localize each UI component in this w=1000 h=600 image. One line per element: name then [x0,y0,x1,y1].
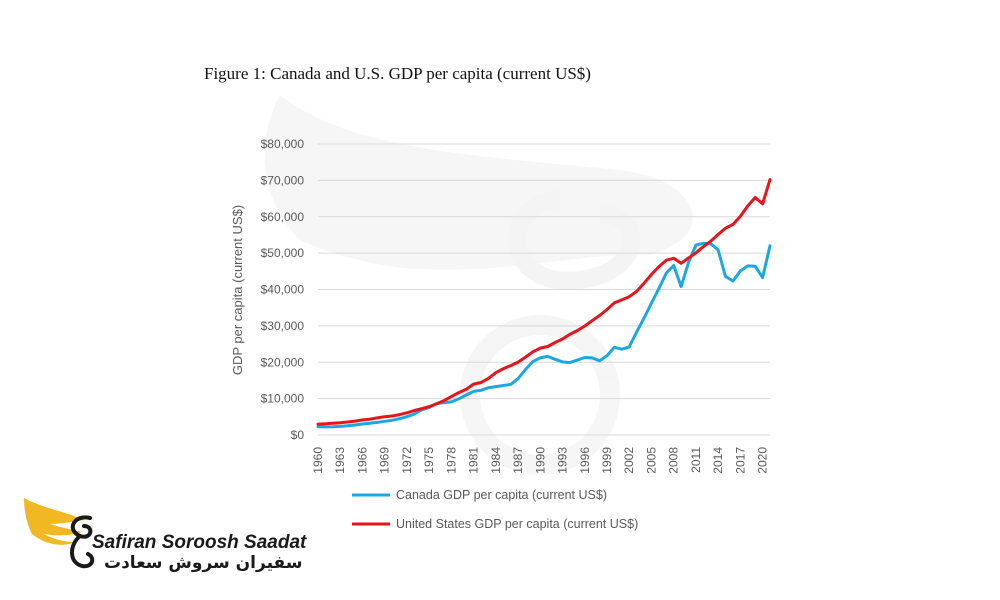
chart-title: Figure 1: Canada and U.S. GDP per capita… [204,64,591,83]
x-tick-label: 1996 [578,447,592,474]
series-lines [316,178,772,429]
company-logo: Safiran Soroosh Saadat سفیران سروش سعادت [22,490,306,580]
y-tick-label: $20,000 [261,355,305,369]
y-tick-label: $10,000 [261,392,305,406]
x-tick-label: 2014 [711,447,725,474]
y-tick-label: $70,000 [261,173,305,187]
x-tick-label: 1981 [467,447,481,474]
x-axis-ticks: 1960 1963 1966 1969 1972 1975 1978 1981 1984 1987… [311,447,770,474]
watermark-ring-shape [460,315,620,475]
watermark-wing-graphic [264,95,693,475]
y-tick-label: $0 [291,428,305,442]
logo-wing-shape [24,498,84,545]
x-tick-label: 2020 [756,447,770,474]
x-tick-label: 1960 [311,447,325,474]
logo-farsi-text: سفیران سروش سعادت [104,553,303,573]
x-tick-label: 1987 [511,447,525,474]
logo-swirl-shape [70,515,95,569]
x-tick-label: 1963 [333,447,347,474]
x-tick-label: 1984 [489,447,503,474]
legend-label: United States GDP per capita (current US… [396,517,638,531]
series-line [316,178,772,426]
y-axis-ticks: $0 $10,000 $20,000 $30,000 $40,000 $50,000 $60… [261,137,305,442]
x-tick-label: 1993 [556,447,570,474]
series-line [316,241,772,429]
y-tick-label: $80,000 [261,137,305,151]
x-tick-label: 2011 [689,447,703,473]
watermark-wing-shape [264,95,693,270]
x-tick-label: 2002 [622,447,636,474]
y-tick-label: $40,000 [261,283,305,297]
y-tick-label: $50,000 [261,246,305,260]
x-tick-label: 2008 [667,447,681,474]
x-tick-label: 2017 [733,447,747,474]
logo-latin-text: Safiran Soroosh Saadat [92,532,307,553]
y-tick-label: $30,000 [261,319,305,333]
x-tick-label: 1966 [355,447,369,474]
legend-label: Canada GDP per capita (current US$) [396,488,607,502]
x-tick-label: 1999 [600,447,614,474]
x-tick-label: 2005 [644,447,658,474]
y-tick-label: $60,000 [261,210,305,224]
x-tick-label: 1990 [533,447,547,474]
legend: Canada GDP per capita (current US$) Unite… [352,488,638,531]
x-tick-label: 1978 [444,447,458,474]
x-tick-label: 1969 [378,447,392,474]
y-axis-label: GDP per capita (current US$) [230,205,245,375]
watermark-swirl-shape [508,191,641,290]
x-tick-label: 1972 [400,447,414,474]
x-tick-label: 1975 [422,447,436,474]
bird-wing-icon [24,498,95,569]
